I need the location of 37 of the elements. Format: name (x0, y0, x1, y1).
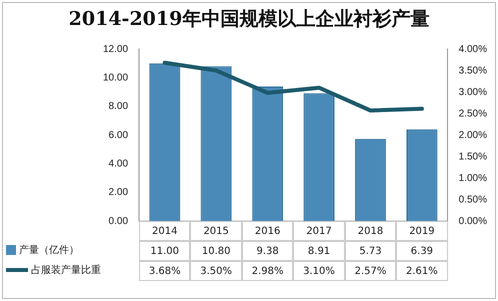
x-tick-label: 2018 (344, 221, 396, 241)
x-tick-label: 2014 (139, 221, 190, 241)
legend-label: 产量（亿件） (19, 245, 79, 256)
data-label: 8.91 (293, 241, 345, 261)
data-label: 9.38 (242, 241, 294, 261)
data-label: 6.39 (396, 241, 448, 261)
x-tick-label: 2016 (242, 221, 294, 241)
x-tick-label: 2015 (190, 221, 242, 241)
y2-tick-label: 2.50% (458, 108, 488, 120)
y2-tick-label: 0.50% (458, 194, 488, 206)
y-tick-label: 8.00 (108, 101, 128, 112)
data-label: 11.00 (139, 241, 190, 261)
data-label: 3.68% (139, 261, 190, 281)
legend-label: 占服装产量比重 (31, 265, 101, 276)
y-tick-label: 2.00 (108, 187, 128, 198)
y-tick-label: 12.00 (102, 44, 128, 55)
data-label: 3.50% (190, 261, 242, 281)
data-label: 10.80 (190, 241, 242, 261)
y2-tick-label: 2.00% (458, 130, 488, 141)
y-tick-label: 0.00 (108, 216, 128, 227)
data-label: 2.61% (396, 261, 448, 281)
y2-tick-label: 3.50% (458, 65, 488, 76)
data-label: 2.57% (344, 261, 396, 281)
y-tick-label: 6.00 (108, 130, 128, 141)
chart-title: 2014-2019年中国规模以上企业衬衫产量 (68, 7, 430, 32)
y2-tick-label: 1.50% (458, 151, 488, 162)
data-label: 5.73 (344, 241, 396, 261)
y-tick-label: 4.00 (108, 158, 128, 170)
data-label: 3.10% (293, 261, 345, 281)
y-tick-label: 10.00 (102, 72, 128, 84)
x-tick-label: 2017 (293, 221, 345, 241)
y2-tick-label: 4.00% (458, 44, 488, 55)
y2-tick-label: 0.00% (458, 216, 488, 227)
y2-tick-label: 3.00% (458, 86, 488, 98)
x-tick-label: 2019 (396, 221, 448, 241)
y2-tick-label: 1.00% (458, 172, 488, 184)
data-label: 2.98% (242, 261, 294, 281)
